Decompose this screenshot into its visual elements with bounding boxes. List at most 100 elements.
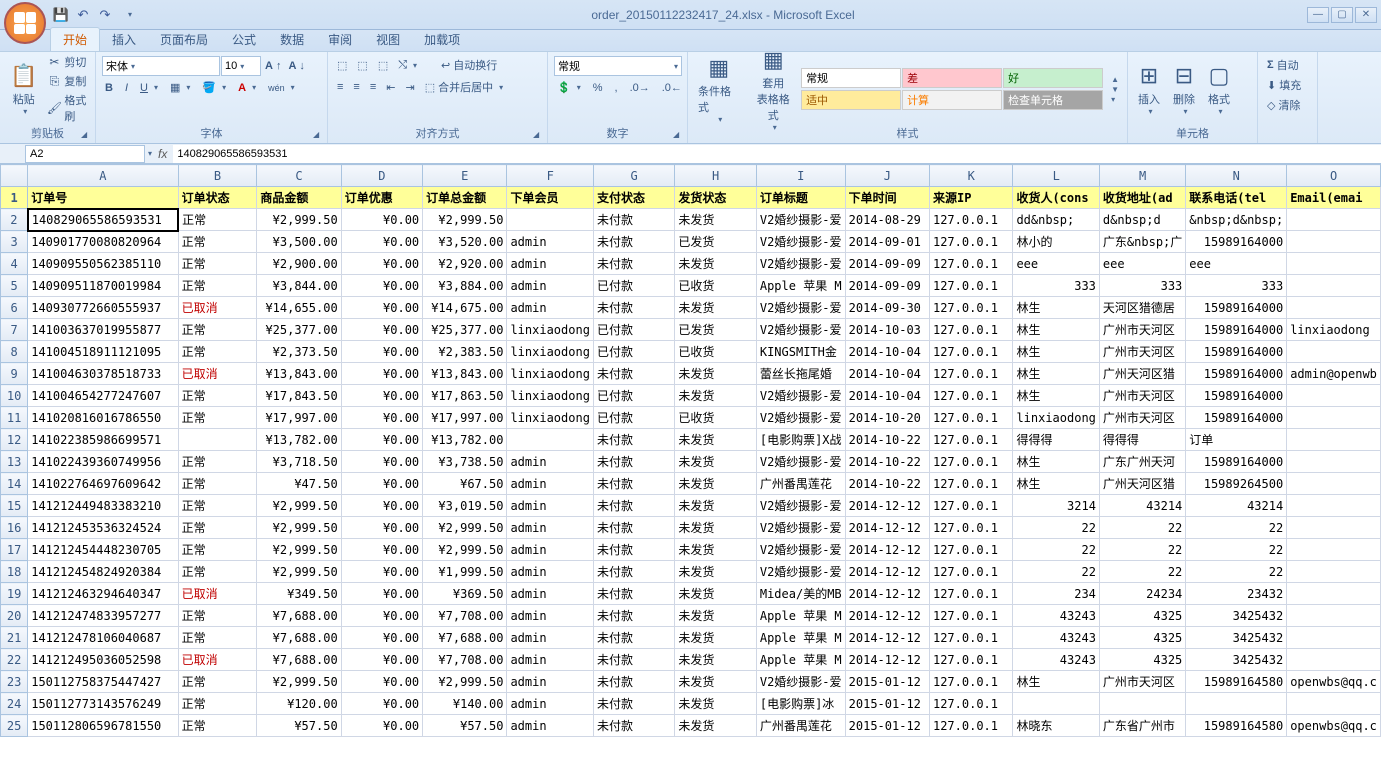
cell[interactable]: 15989164000 — [1186, 385, 1287, 407]
cell[interactable]: ¥57.50 — [423, 715, 507, 737]
close-button[interactable]: ✕ — [1355, 7, 1377, 23]
cell[interactable]: Apple 苹果 M — [756, 275, 845, 297]
conditional-format-button[interactable]: ▦ 条件格式▾ — [692, 53, 746, 126]
cell[interactable]: 正常 — [178, 451, 257, 473]
cell[interactable]: 141212463294640347 — [28, 583, 178, 605]
cell[interactable]: 正常 — [178, 407, 257, 429]
cell[interactable] — [1287, 473, 1381, 495]
cell[interactable]: ¥7,688.00 — [423, 627, 507, 649]
cell[interactable]: 15989164000 — [1186, 451, 1287, 473]
dialog-launcher-icon[interactable]: ◢ — [313, 130, 323, 140]
cell[interactable]: 未付款 — [593, 539, 674, 561]
cell[interactable]: 正常 — [178, 341, 257, 363]
cell[interactable]: ¥2,999.50 — [423, 209, 507, 231]
clear-button[interactable]: ◇ 清除 — [1264, 96, 1311, 114]
cell[interactable]: V2婚纱摄影-爱 — [756, 561, 845, 583]
cell[interactable]: ¥3,738.50 — [423, 451, 507, 473]
cell[interactable]: 未付款 — [593, 561, 674, 583]
header-cell[interactable]: 订单标题 — [756, 187, 845, 209]
cell[interactable]: 正常 — [178, 605, 257, 627]
name-box[interactable]: A2 — [25, 145, 145, 163]
cell[interactable]: 未付款 — [593, 583, 674, 605]
cell[interactable]: admin — [507, 539, 593, 561]
cell[interactable]: 2014-09-09 — [845, 253, 929, 275]
cell[interactable]: 未付款 — [593, 495, 674, 517]
cell[interactable]: eee — [1186, 253, 1287, 275]
cell[interactable]: 订单 — [1186, 429, 1287, 451]
cell[interactable]: ¥13,843.00 — [257, 363, 341, 385]
cell[interactable]: 127.0.0.1 — [929, 231, 1012, 253]
cell[interactable]: 未付款 — [593, 253, 674, 275]
cell[interactable]: 正常 — [178, 473, 257, 495]
align-center-button[interactable]: ≡ — [350, 80, 362, 94]
cell[interactable] — [1287, 253, 1381, 275]
row-header-24[interactable]: 24 — [1, 693, 28, 715]
cell[interactable]: 141004654277247607 — [28, 385, 178, 407]
cell[interactable]: 15989164000 — [1186, 319, 1287, 341]
cell[interactable]: 127.0.0.1 — [929, 363, 1012, 385]
cell[interactable]: d&nbsp;d — [1099, 209, 1185, 231]
cell[interactable] — [1013, 693, 1099, 715]
formula-input[interactable]: 140829065586593531 — [173, 145, 1381, 163]
cell[interactable]: 林生 — [1013, 341, 1099, 363]
cell[interactable]: 15989164000 — [1186, 341, 1287, 363]
cell[interactable]: ¥0.00 — [341, 627, 422, 649]
border-button[interactable]: ▦▾ — [167, 80, 193, 95]
cell[interactable] — [507, 209, 593, 231]
col-header-D[interactable]: D — [341, 165, 422, 187]
cell[interactable]: 正常 — [178, 495, 257, 517]
cell[interactable]: 127.0.0.1 — [929, 649, 1012, 671]
cell[interactable] — [1287, 583, 1381, 605]
cell[interactable]: ¥3,520.00 — [423, 231, 507, 253]
delete-cells-button[interactable]: ⊟删除▾ — [1167, 61, 1201, 118]
cell[interactable]: 22 — [1186, 561, 1287, 583]
ribbon-tab-6[interactable]: 视图 — [364, 28, 412, 51]
cell[interactable]: 15989264500 — [1186, 473, 1287, 495]
dialog-launcher-icon[interactable]: ◢ — [81, 130, 91, 140]
header-cell[interactable]: 收货人(cons — [1013, 187, 1099, 209]
cell[interactable]: admin — [507, 451, 593, 473]
cell[interactable]: 广州市天河区 — [1099, 319, 1185, 341]
cell[interactable]: 2014-10-04 — [845, 385, 929, 407]
cell[interactable]: 127.0.0.1 — [929, 407, 1012, 429]
cell[interactable]: 未发货 — [675, 583, 756, 605]
cell[interactable] — [1287, 209, 1381, 231]
col-header-A[interactable]: A — [28, 165, 178, 187]
cell[interactable] — [1287, 407, 1381, 429]
cell[interactable]: V2婚纱摄影-爱 — [756, 253, 845, 275]
cell[interactable]: ¥3,500.00 — [257, 231, 341, 253]
format-as-table-button[interactable]: ▦ 套用 表格格式▾ — [747, 45, 801, 134]
cell[interactable]: 得得得 — [1013, 429, 1099, 451]
cell[interactable]: 林生 — [1013, 473, 1099, 495]
cell[interactable]: 127.0.0.1 — [929, 693, 1012, 715]
cell[interactable]: 127.0.0.1 — [929, 319, 1012, 341]
cell[interactable]: 127.0.0.1 — [929, 715, 1012, 737]
cell[interactable]: 已收货 — [675, 275, 756, 297]
cell[interactable]: 127.0.0.1 — [929, 561, 1012, 583]
cell[interactable]: 22 — [1013, 517, 1099, 539]
cell[interactable]: 141212449483383210 — [28, 495, 178, 517]
col-header-K[interactable]: K — [929, 165, 1012, 187]
ribbon-tab-4[interactable]: 数据 — [268, 28, 316, 51]
cell[interactable]: eee — [1013, 253, 1099, 275]
font-color-button[interactable]: A▾ — [235, 81, 259, 95]
merge-center-button[interactable]: ⬚合并后居中▾ — [422, 78, 506, 96]
cell[interactable]: 2014-12-12 — [845, 495, 929, 517]
cell[interactable]: V2婚纱摄影-爱 — [756, 517, 845, 539]
cell[interactable]: 未付款 — [593, 363, 674, 385]
cell[interactable]: 141212478106040687 — [28, 627, 178, 649]
maximize-button[interactable]: ▢ — [1331, 7, 1353, 23]
style-good[interactable]: 好 — [1003, 68, 1103, 88]
cell[interactable]: 正常 — [178, 517, 257, 539]
cell[interactable]: ¥3,019.50 — [423, 495, 507, 517]
cell[interactable]: 未付款 — [593, 627, 674, 649]
cell[interactable]: 333 — [1013, 275, 1099, 297]
cell[interactable]: linxiaodong — [507, 341, 593, 363]
cell[interactable]: admin — [507, 253, 593, 275]
cell[interactable]: 已取消 — [178, 649, 257, 671]
cell[interactable]: admin — [507, 583, 593, 605]
row-header-25[interactable]: 25 — [1, 715, 28, 737]
cell[interactable]: &nbsp;d&nbsp; — [1186, 209, 1287, 231]
cell[interactable]: ¥1,999.50 — [423, 561, 507, 583]
cell[interactable]: ¥3,884.00 — [423, 275, 507, 297]
